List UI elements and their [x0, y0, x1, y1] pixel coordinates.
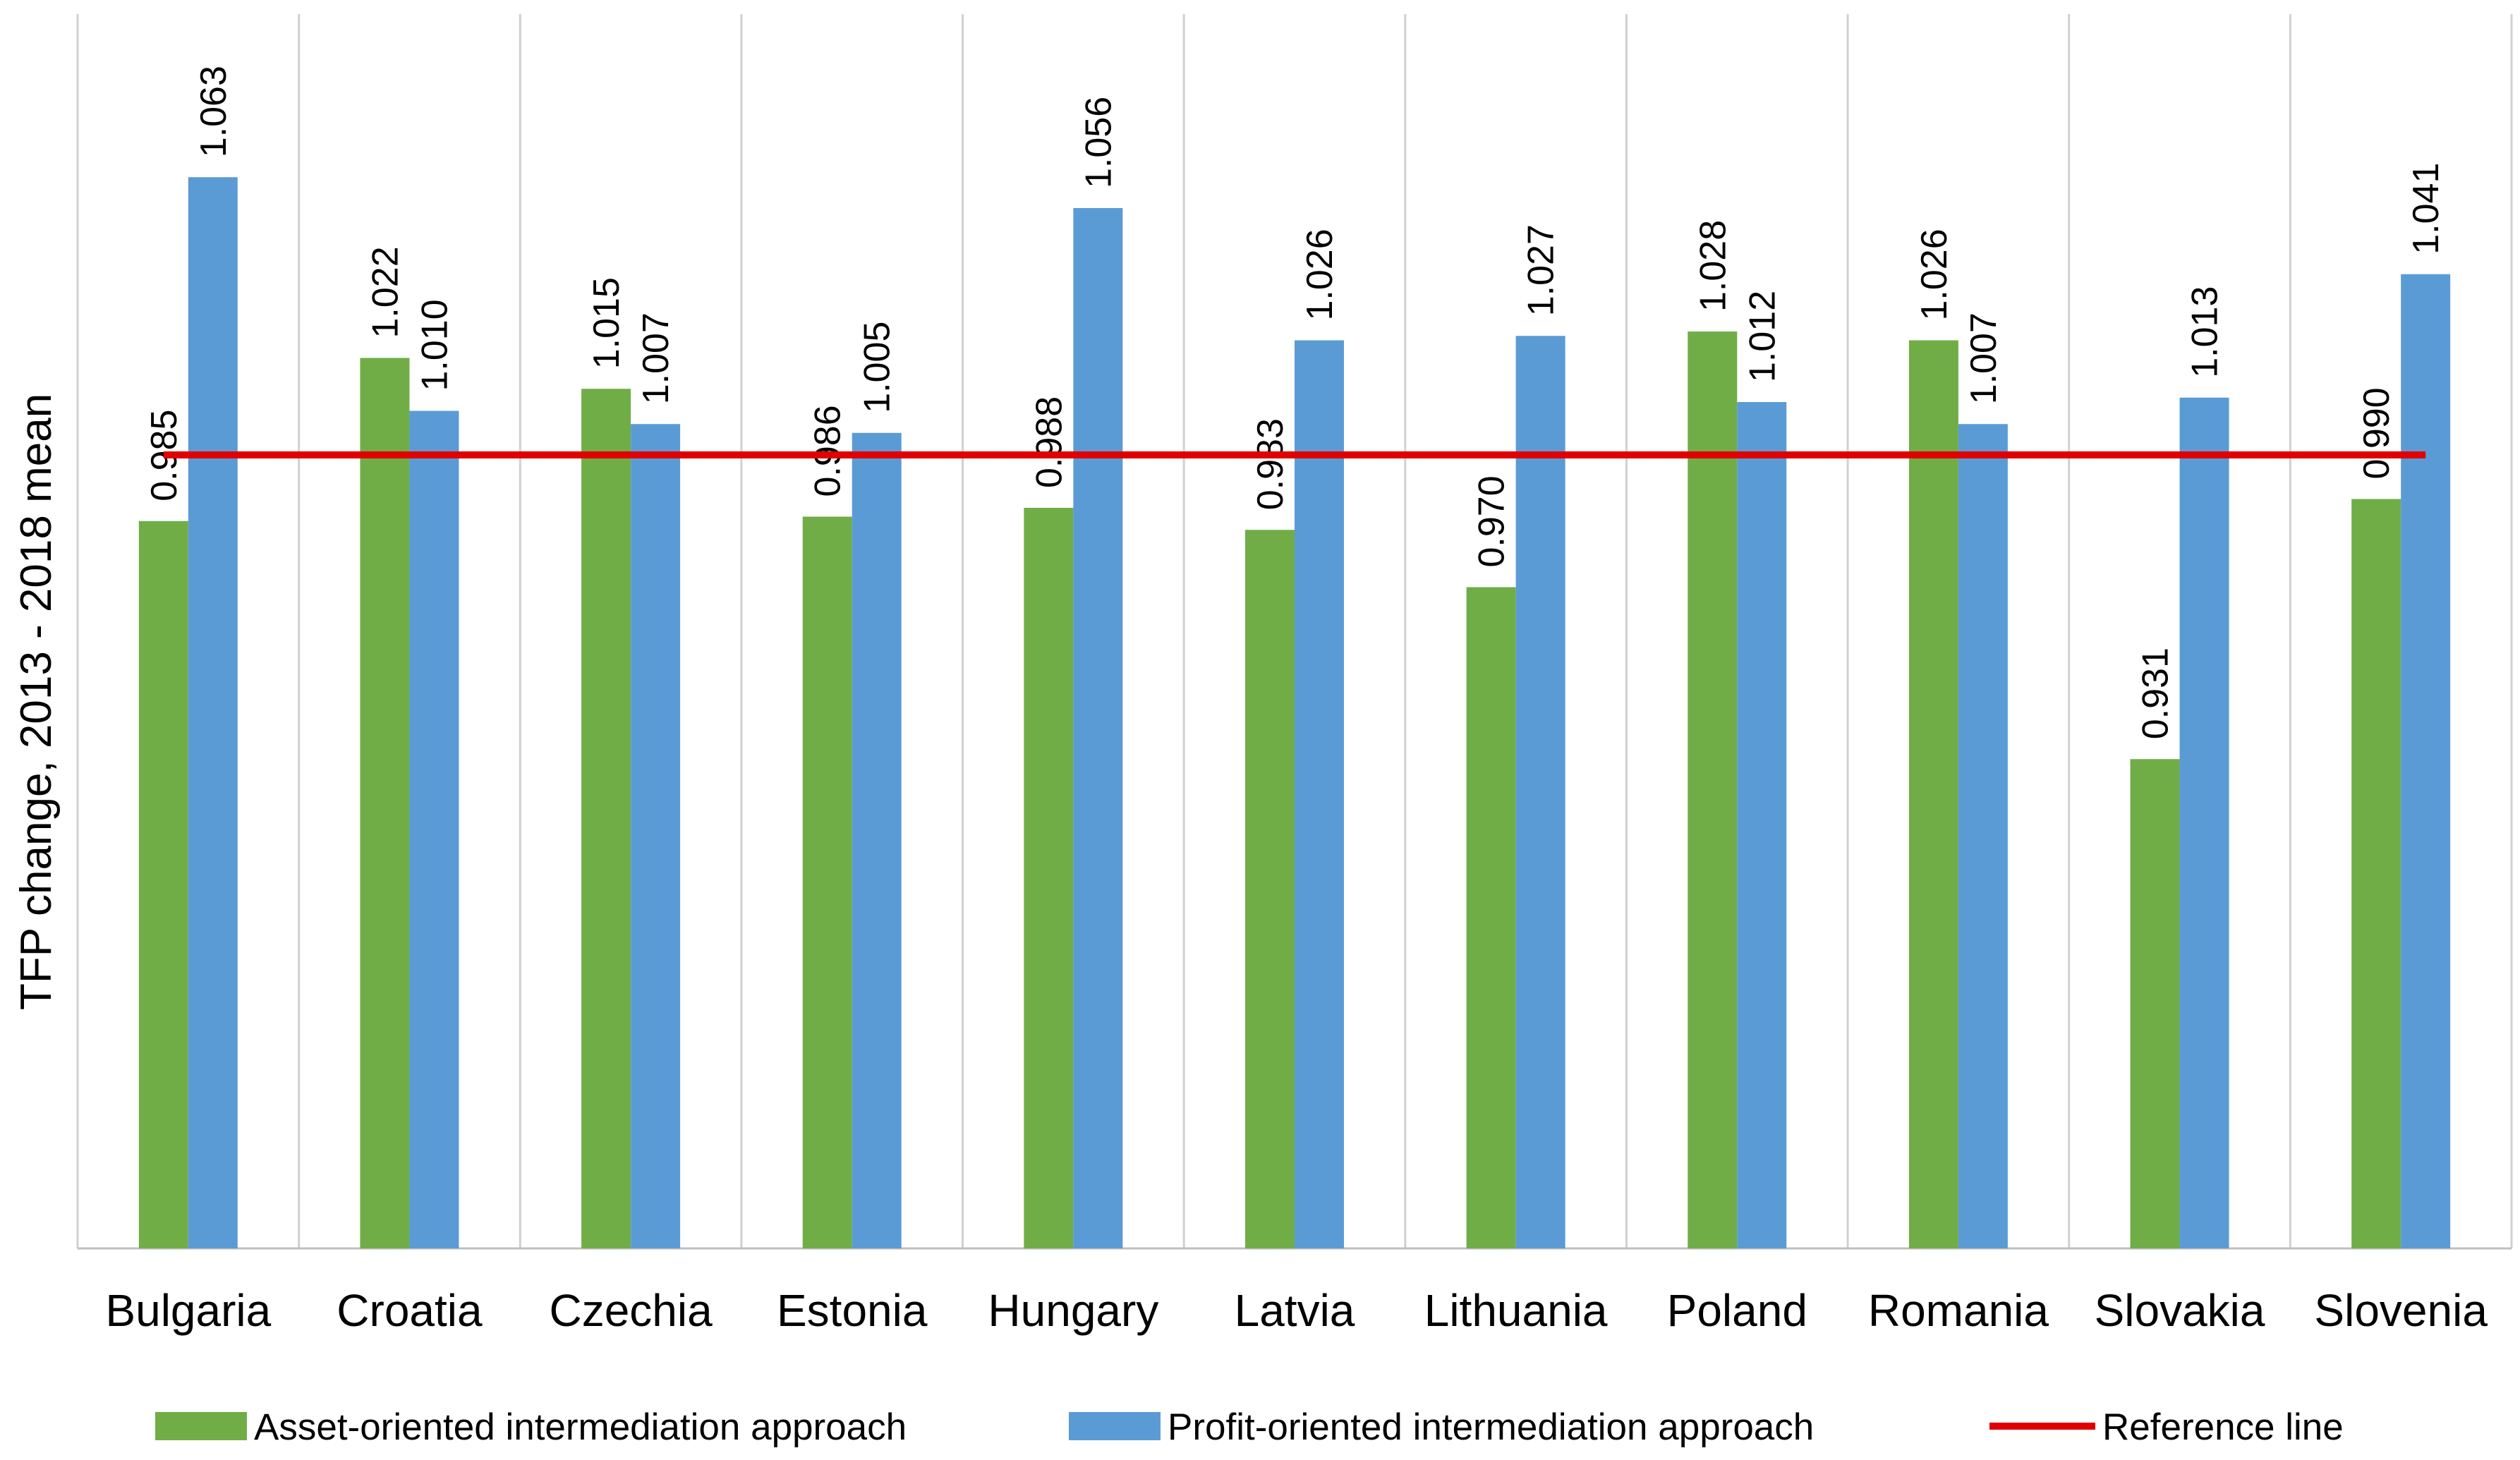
category-label: Croatia [337, 1285, 483, 1336]
data-label: 1.028 [1692, 220, 1733, 312]
bar-profit-hungary [1073, 208, 1123, 1248]
legend-label: Profit-oriented intermediation approach [1168, 1406, 1814, 1448]
bar-profit-lithuania [1515, 336, 1565, 1248]
data-label: 1.063 [193, 66, 234, 157]
category-label: Poland [1667, 1285, 1807, 1336]
data-label: 0.990 [2356, 387, 2397, 479]
data-label: 1.026 [1914, 229, 1955, 320]
data-label: 1.007 [636, 312, 677, 404]
bar-profit-romania [1958, 424, 2008, 1248]
category-label: Bulgaria [105, 1285, 271, 1336]
bar-asset-hungary [1024, 508, 1074, 1248]
data-label: 1.015 [586, 277, 627, 369]
bar-asset-estonia [802, 516, 852, 1248]
bars [138, 177, 2451, 1248]
bar-asset-slovenia [2351, 499, 2401, 1248]
category-label: Romania [1868, 1285, 2049, 1336]
legend-item-profit: Profit-oriented intermediation approach [1069, 1406, 1814, 1448]
legend-swatch [155, 1412, 247, 1440]
data-label: 1.027 [1521, 224, 1562, 316]
category-labels: Bulgaria Croatia Czechia Estonia Hungary Latv… [105, 1285, 2488, 1336]
data-label: 0.986 [808, 405, 849, 497]
data-label: 0.970 [1472, 475, 1513, 567]
legend-item-reference: Reference line [1989, 1406, 2344, 1448]
bar-asset-slovakia [2130, 759, 2180, 1248]
category-label: Slovakia [2095, 1285, 2265, 1336]
bar-asset-bulgaria [138, 521, 188, 1248]
bar-profit-latvia [1295, 340, 1344, 1248]
data-label: 1.007 [1963, 312, 2004, 404]
bar-profit-estonia [852, 432, 902, 1248]
category-label: Lithuania [1424, 1285, 1608, 1336]
category-label: Slovenia [2314, 1285, 2488, 1336]
data-label: 1.005 [857, 322, 898, 413]
legend-swatch [1069, 1412, 1161, 1440]
bar-asset-romania [1908, 340, 1958, 1248]
bar-asset-poland [1688, 331, 1738, 1248]
category-label: Estonia [777, 1285, 928, 1336]
y-axis-title: TFP change, 2013 - 2018 mean [12, 394, 61, 1010]
bar-profit-bulgaria [188, 177, 238, 1248]
category-label: Hungary [988, 1285, 1158, 1336]
category-label: Latvia [1235, 1285, 1355, 1336]
y-axis-title-group: TFP change, 2013 - 2018 mean [12, 394, 61, 1010]
data-label: 1.022 [365, 246, 406, 338]
bar-asset-czechia [581, 389, 631, 1248]
category-label: Czechia [549, 1285, 713, 1336]
bar-asset-lithuania [1466, 587, 1516, 1248]
bar-profit-poland [1737, 402, 1787, 1248]
bar-profit-czechia [631, 424, 681, 1248]
legend-label: Reference line [2102, 1406, 2344, 1448]
data-label: 1.041 [2406, 163, 2447, 255]
data-label: 0.983 [1250, 418, 1291, 510]
data-label: 0.931 [2136, 647, 2176, 739]
data-label: 1.056 [1078, 97, 1119, 188]
bar-asset-latvia [1245, 530, 1295, 1248]
bar-profit-croatia [409, 410, 459, 1248]
data-label: 0.988 [1029, 396, 1070, 488]
legend: Asset-oriented intermediation approach Pr… [155, 1406, 2344, 1448]
legend-label: Asset-oriented intermediation approach [254, 1406, 907, 1448]
data-label: 1.010 [414, 299, 455, 391]
data-label: 1.012 [1742, 291, 1783, 382]
legend-item-asset: Asset-oriented intermediation approach [155, 1406, 907, 1448]
bar-profit-slovakia [2179, 397, 2229, 1248]
bar-profit-slovenia [2401, 274, 2451, 1248]
data-label: 1.013 [2185, 286, 2226, 378]
bar-asset-croatia [360, 358, 410, 1248]
data-label: 1.026 [1300, 229, 1340, 320]
